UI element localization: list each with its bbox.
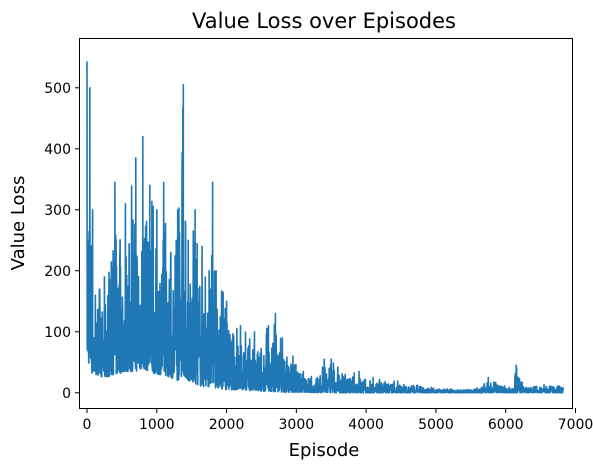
y-tick-label: 500 bbox=[44, 81, 71, 97]
x-tick-label: 1000 bbox=[139, 417, 175, 433]
y-tick-label: 400 bbox=[44, 142, 71, 158]
x-tick-label: 3000 bbox=[279, 417, 315, 433]
y-axis-label: Value Loss bbox=[8, 176, 29, 271]
y-axis: 0 100 200 300 400 500 bbox=[44, 81, 80, 402]
plot-frame bbox=[79, 38, 573, 409]
y-tick-label: 0 bbox=[62, 386, 71, 402]
x-tick-label: 6000 bbox=[488, 417, 524, 433]
x-axis: 0 1000 2000 3000 4000 5000 6000 7000 bbox=[83, 408, 593, 433]
x-tick-label: 4000 bbox=[348, 417, 384, 433]
x-tick-label: 5000 bbox=[418, 417, 454, 433]
series-line bbox=[86, 61, 565, 394]
x-tick-label: 7000 bbox=[558, 417, 593, 433]
y-tick-label: 100 bbox=[44, 325, 71, 341]
y-tick-label: 200 bbox=[44, 264, 71, 280]
chart-title: Value Loss over Episodes bbox=[192, 9, 456, 33]
plot-area bbox=[86, 61, 565, 394]
x-tick-label: 2000 bbox=[209, 417, 245, 433]
x-tick-label: 0 bbox=[83, 417, 92, 433]
x-axis-label: Episode bbox=[289, 440, 360, 461]
y-tick-label: 300 bbox=[44, 203, 71, 219]
